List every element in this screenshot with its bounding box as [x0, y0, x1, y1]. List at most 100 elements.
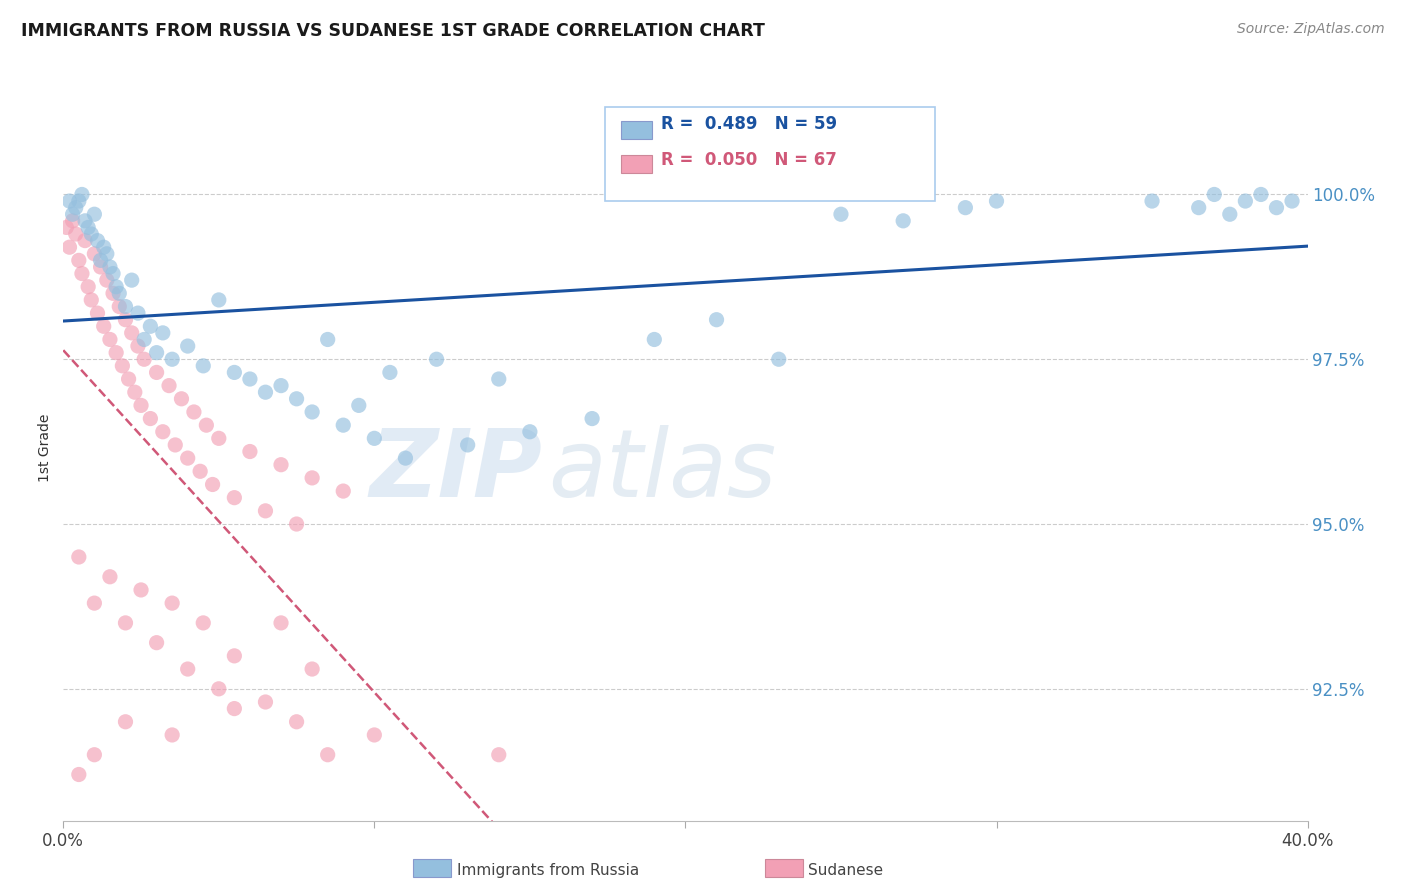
Point [127, 306, 149, 320]
Point [195, 418, 218, 433]
Point [129, 582, 152, 597]
Point [285, 392, 308, 406]
Point [830, 207, 852, 221]
Point [986, 194, 1008, 208]
Point [768, 352, 790, 367]
Point [363, 431, 385, 445]
Point [270, 615, 292, 630]
Point [101, 267, 124, 281]
Point [77, 279, 100, 293]
Text: Immigrants from Russia: Immigrants from Russia [457, 863, 640, 878]
Point [134, 352, 156, 367]
Text: IMMIGRANTS FROM RUSSIA VS SUDANESE 1ST GRADE CORRELATION CHART: IMMIGRANTS FROM RUSSIA VS SUDANESE 1ST G… [21, 22, 765, 40]
Point [121, 326, 143, 340]
Point [145, 345, 167, 359]
Point [105, 279, 128, 293]
Point [108, 300, 131, 314]
Point [1188, 201, 1211, 215]
Point [65, 227, 87, 241]
Point [254, 385, 277, 400]
Y-axis label: 1st Grade: 1st Grade [38, 414, 52, 483]
Point [83, 207, 105, 221]
Point [98, 570, 121, 584]
Point [332, 484, 354, 499]
Point [955, 201, 977, 215]
Text: R =  0.050   N = 67: R = 0.050 N = 67 [661, 151, 837, 169]
Point [101, 286, 124, 301]
Point [90, 260, 112, 274]
Point [183, 405, 205, 419]
Point [457, 438, 479, 452]
Point [83, 747, 105, 762]
Point [643, 333, 665, 347]
Point [134, 333, 156, 347]
Point [114, 615, 136, 630]
Point [70, 267, 93, 281]
Point [105, 345, 128, 359]
Point [1250, 187, 1272, 202]
Point [157, 378, 180, 392]
Point [139, 319, 162, 334]
Point [58, 194, 80, 208]
Point [394, 451, 416, 466]
Point [301, 471, 323, 485]
Point [145, 366, 167, 380]
Point [70, 187, 93, 202]
Point [239, 372, 262, 386]
Point [83, 596, 105, 610]
Point [58, 240, 80, 254]
Point [108, 286, 131, 301]
Point [83, 247, 105, 261]
Point [124, 385, 146, 400]
Point [208, 431, 231, 445]
Point [301, 405, 323, 419]
Point [139, 411, 162, 425]
Point [152, 326, 174, 340]
Point [1204, 187, 1226, 202]
Point [121, 273, 143, 287]
Point [1234, 194, 1257, 208]
Point [62, 214, 84, 228]
Point [165, 438, 187, 452]
Point [152, 425, 174, 439]
Point [65, 201, 87, 215]
Point [581, 411, 603, 425]
Point [706, 312, 728, 326]
Point [208, 681, 231, 696]
Point [80, 293, 103, 307]
Point [1281, 194, 1303, 208]
Point [160, 596, 183, 610]
Point [98, 260, 121, 274]
Point [285, 714, 308, 729]
Point [93, 240, 115, 254]
Point [193, 359, 215, 373]
Point [201, 477, 224, 491]
Point [224, 491, 246, 505]
Point [67, 549, 90, 564]
Point [86, 234, 108, 248]
Point [170, 392, 193, 406]
Point [90, 253, 112, 268]
Point [208, 293, 231, 307]
Point [347, 398, 370, 412]
Point [254, 504, 277, 518]
Point [188, 464, 211, 478]
Point [145, 635, 167, 649]
Point [86, 306, 108, 320]
Point [111, 359, 134, 373]
Point [488, 372, 510, 386]
Point [1265, 201, 1288, 215]
Point [1219, 207, 1241, 221]
Point [114, 714, 136, 729]
Point [67, 194, 90, 208]
Point [160, 728, 183, 742]
Point [239, 444, 262, 458]
Point [177, 339, 200, 353]
Point [378, 366, 401, 380]
Point [77, 220, 100, 235]
Point [114, 312, 136, 326]
Point [96, 247, 118, 261]
Point [62, 207, 84, 221]
Point [129, 398, 152, 412]
Point [177, 662, 200, 676]
